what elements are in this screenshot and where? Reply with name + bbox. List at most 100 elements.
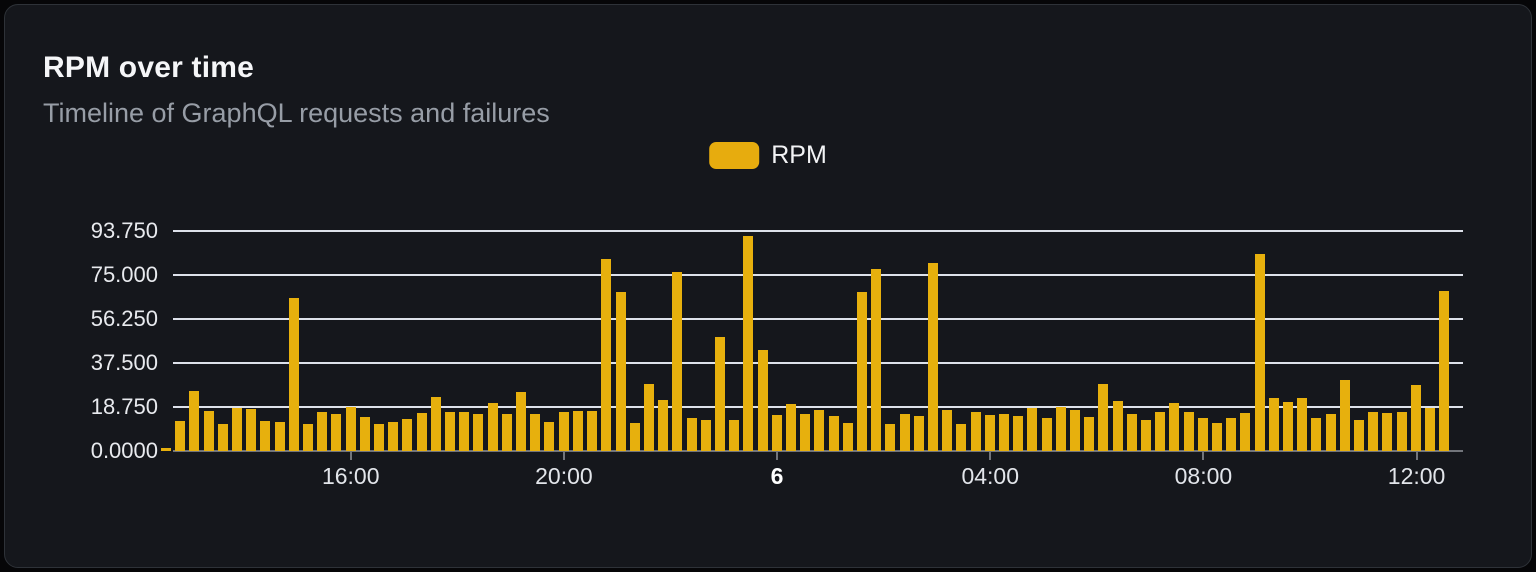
bar[interactable] [1297,397,1308,451]
bar[interactable] [913,416,924,451]
bar[interactable] [856,291,867,451]
bar[interactable] [587,411,598,451]
bar[interactable] [1183,411,1194,451]
bar[interactable] [1013,416,1024,451]
bar[interactable] [785,403,796,451]
bar[interactable] [714,336,725,451]
bar[interactable] [1169,403,1180,451]
bar[interactable] [729,420,740,451]
bar[interactable] [558,411,569,451]
bar[interactable] [629,422,640,451]
bar[interactable] [1439,290,1450,451]
bar[interactable] [388,422,399,451]
bar[interactable] [1126,414,1137,451]
bar[interactable] [970,412,981,451]
bar[interactable] [615,291,626,451]
bar[interactable] [1240,412,1251,451]
bar[interactable] [1141,420,1152,451]
bar[interactable] [743,236,754,451]
bar[interactable] [1027,408,1038,451]
bar[interactable] [175,420,186,451]
bar[interactable] [345,407,356,451]
bar[interactable] [203,411,214,451]
bar[interactable] [331,414,342,451]
x-axis-label-04:00: 04:00 [961,463,1020,489]
bar[interactable] [601,258,612,451]
bar[interactable] [1425,408,1436,451]
bar[interactable] [700,420,711,451]
bar[interactable] [1155,411,1166,451]
bar[interactable] [927,263,938,451]
bar[interactable] [814,410,825,451]
bar[interactable] [1197,418,1208,451]
bar[interactable] [1254,254,1265,451]
bar[interactable] [1368,411,1379,451]
bar[interactable] [871,268,882,451]
bar[interactable] [1325,414,1336,451]
bar[interactable] [530,413,541,451]
bar[interactable] [1212,423,1223,451]
bar[interactable] [1283,401,1294,451]
bar[interactable] [1410,385,1421,451]
bar[interactable] [303,424,314,451]
bar[interactable] [516,391,527,451]
bar[interactable] [288,298,299,451]
bar[interactable] [246,409,257,451]
bar[interactable] [459,411,470,451]
gridline-75.000 [173,274,1463,276]
bar[interactable] [572,411,583,451]
bar[interactable] [260,420,271,451]
bar[interactable] [359,416,370,451]
bar[interactable] [643,384,654,451]
x-axis-tick-16:00 [349,451,352,460]
bar[interactable] [757,350,768,451]
bar[interactable] [544,421,555,451]
bar[interactable] [430,396,441,451]
bar[interactable] [274,422,285,451]
bar[interactable] [956,423,967,451]
bar[interactable] [402,419,413,451]
bar[interactable] [1396,412,1407,451]
bar[interactable] [885,423,896,451]
bar[interactable] [445,412,456,451]
legend-item-rpm[interactable]: RPM [709,141,827,170]
bar[interactable] [473,414,484,451]
bar[interactable] [416,413,427,451]
y-axis-label-0.0000: 0.0000 [90,438,158,463]
chart-plot: 16:00 20:00 6 04:00 08:00 12:00 [161,230,1463,489]
bar[interactable] [1055,406,1066,451]
y-axis-label-56.250: 56.250 [90,306,158,331]
bar[interactable] [1084,416,1095,451]
bar[interactable] [374,424,385,451]
bar[interactable] [217,424,228,451]
bar[interactable] [232,408,243,451]
bar[interactable] [771,415,782,451]
bar[interactable] [317,411,328,451]
bar[interactable] [1339,380,1350,451]
bar[interactable] [487,403,498,451]
bar[interactable] [658,400,669,451]
bar[interactable] [501,413,512,451]
bar[interactable] [1382,413,1393,451]
legend-swatch-icon [709,142,760,169]
bar[interactable] [942,409,953,451]
bar[interactable] [189,390,200,451]
bar[interactable] [1070,409,1080,451]
bar[interactable] [1268,397,1279,451]
bar[interactable] [1226,417,1237,451]
bar[interactable] [998,413,1009,451]
bar[interactable] [828,416,839,451]
bar[interactable] [1311,417,1322,451]
bar[interactable] [1354,420,1365,451]
bar[interactable] [1112,401,1123,451]
bar[interactable] [161,448,171,451]
bar[interactable] [1041,418,1052,451]
bar[interactable] [899,414,910,451]
bar[interactable] [842,422,853,451]
x-axis-label-12:00: 12:00 [1387,463,1446,489]
bar[interactable] [984,415,995,451]
bar[interactable] [1098,384,1109,451]
bar[interactable] [686,417,697,451]
bar[interactable] [672,271,683,451]
bar[interactable] [800,414,811,451]
